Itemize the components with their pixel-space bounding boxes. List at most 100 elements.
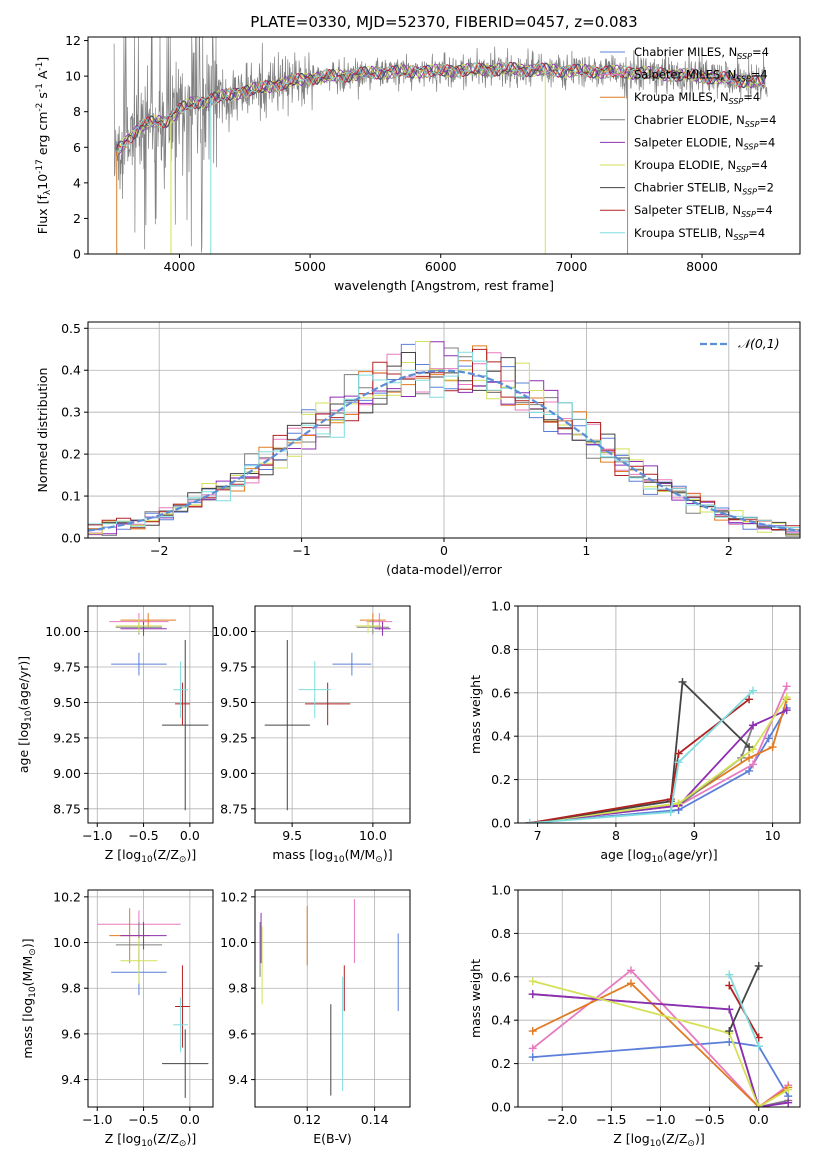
legend-text: Salpeter ELODIE, N <box>634 135 744 149</box>
y-tick-label: 9.00 <box>53 766 81 781</box>
axes-frame <box>87 605 214 824</box>
errorbar-point <box>162 1029 209 1098</box>
legend-tail: =4 <box>758 135 775 149</box>
text-run: Z [log <box>105 847 141 862</box>
y-axis-label: mass weight <box>468 959 483 1038</box>
text-run: wavelength [Angstrom, rest frame] <box>334 278 554 293</box>
text-run: (M/M <box>20 956 35 987</box>
subscript: λ <box>43 189 53 195</box>
legend-text: Chabrier MILES, N <box>634 45 737 59</box>
legend-tail: =4 <box>751 158 768 172</box>
legend-tail: =4 <box>748 226 765 240</box>
y-tick-label: 0.1 <box>61 489 81 504</box>
x-tick-label: 7000 <box>555 259 587 274</box>
y-tick-label: 0.0 <box>61 531 81 546</box>
text-run: )] <box>695 1131 705 1146</box>
y-tick-label: 9.4 <box>228 1072 248 1087</box>
x-axis-label: Z [log10​(Z/Z⊙​)] <box>105 847 196 865</box>
text-run: (age/yr)] <box>663 847 718 862</box>
weight-marker <box>674 799 683 808</box>
x-axis-label: mass [log10​(M/M⊙​)] <box>272 847 392 865</box>
weight-marker <box>749 686 757 695</box>
y-tick-label: 9.8 <box>228 981 248 996</box>
weight-line <box>532 969 789 1107</box>
legend-entry: Salpeter STELIB, NSSP=4 <box>634 203 773 219</box>
weight-marker <box>749 760 757 769</box>
errorbar-point <box>175 682 190 726</box>
x-tick-label: −0.5 <box>694 1112 724 1127</box>
y-tick-label: 9.75 <box>220 659 248 674</box>
legend-text: Salpeter STELIB, N <box>634 203 741 217</box>
legend-subscript: SSP <box>742 188 757 197</box>
weight-marker <box>745 743 754 752</box>
legend-entry: Kroupa STELIB, NSSP=4 <box>634 226 765 242</box>
weight-marker <box>745 766 754 775</box>
x-tick-label: 8 <box>612 828 620 843</box>
weight-line <box>529 689 754 823</box>
panel-weight_Z: −2.0 −1.5 −1.0 −0.5 0.0 0.0 0.2 0.4 0.6 0.8 1.0 Z [… <box>468 883 801 1149</box>
y-tick-label: 9.6 <box>61 1026 81 1041</box>
text-run: age [log <box>16 722 31 773</box>
y-tick-label: 9.75 <box>53 659 81 674</box>
legend-tail: =4 <box>760 113 777 127</box>
panel-age_Z: −1.0 −0.5 0.0 8.75 9.00 9.25 9.50 9.75 10.00 Z [l… <box>16 605 214 865</box>
panel-weight_age: 7 8 9 10 0.0 0.2 0.4 0.6 0.8 1.0 age [log10​(age/y… <box>468 599 801 865</box>
x-tick-label: −2.0 <box>547 1112 577 1127</box>
x-tick-label: −1.5 <box>596 1112 626 1127</box>
y-axis-label: Normed distribution <box>35 368 50 493</box>
errorbar-point <box>173 997 188 1053</box>
axes-frame <box>517 605 801 824</box>
legend-entry: Chabrier MILES, NSSP=4 <box>634 45 769 61</box>
x-tick-label: 1 <box>582 543 590 558</box>
x-tick-label: −0.5 <box>128 828 158 843</box>
subscript: 10 <box>652 855 664 865</box>
weight-marker <box>725 1005 734 1014</box>
weight-marker <box>754 961 763 970</box>
x-tick-label: 9.5 <box>282 828 302 843</box>
x-axis-label: wavelength [Angstrom, rest frame] <box>334 278 554 293</box>
plot-area <box>97 908 209 1098</box>
weight-marker <box>764 734 773 743</box>
weight-marker <box>528 977 537 986</box>
legend-subscript: SSP <box>741 210 756 219</box>
weight-marker <box>528 990 537 999</box>
text-run: (age/yr)] <box>16 656 31 711</box>
axes-frame <box>254 889 411 1108</box>
errorbar-point <box>115 618 163 633</box>
weight-line <box>728 965 760 1032</box>
y-tick-label: 10.00 <box>212 624 248 639</box>
legend-subscript: SSP <box>734 233 749 242</box>
y-tick-label: 0.6 <box>491 685 511 700</box>
legend-entry: Salpeter ELODIE, NSSP=4 <box>634 135 775 151</box>
weight-marker <box>745 695 754 704</box>
text-run: (M/M <box>345 847 376 862</box>
plot-area <box>88 341 800 538</box>
x-axis-label: age [log10​(age/yr)] <box>600 847 717 865</box>
figure-title: PLATE=0330, MJD=52370, FIBERID=0457, z=0… <box>250 13 638 31</box>
weight-marker <box>754 1103 763 1107</box>
axes-frame <box>87 321 801 539</box>
axes: 9.5 10.0 8.75 9.00 9.25 9.50 9.75 10.00 mass [lo… <box>212 605 411 865</box>
text-run: E(B-V) <box>313 1131 352 1146</box>
y-axis-label: age [log10​(age/yr)] <box>16 656 34 773</box>
plot-area <box>109 613 209 811</box>
weight-line <box>529 696 788 823</box>
legend-subscript: SSP <box>737 52 752 61</box>
axes: 0.12 0.14 9.4 9.6 9.8 10.0 10.2 E(B-V) <box>220 889 411 1146</box>
normal-curve <box>88 369 800 532</box>
text-run: A <box>35 70 50 83</box>
weight-marker <box>754 1042 763 1051</box>
legend-entry: Chabrier STELIB, NSSP=2 <box>634 181 774 197</box>
weight-marker <box>725 1027 734 1036</box>
y-tick-label: 0.4 <box>491 729 511 744</box>
y-tick-label: 0.2 <box>491 772 511 787</box>
errorbar-point <box>332 652 372 676</box>
x-tick-label: 8000 <box>686 259 718 274</box>
errorbar-point <box>173 661 188 719</box>
text-run: )] <box>383 847 393 862</box>
y-tick-label: 0.5 <box>61 321 81 336</box>
legend-text: Kroupa STELIB, N <box>634 226 734 240</box>
x-axis-label: (data-model)/error <box>386 562 503 577</box>
model-spectrum <box>116 61 765 153</box>
